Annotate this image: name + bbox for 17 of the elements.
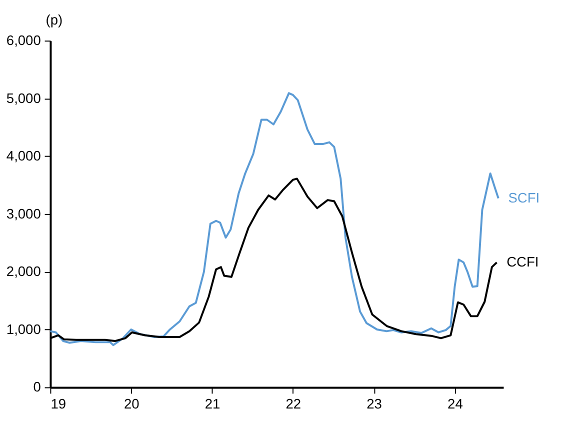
x-tick-label: 19 <box>50 396 66 412</box>
y-tick-label: 1,000 <box>6 322 42 337</box>
x-tick-label: 22 <box>286 396 302 412</box>
y-tick-label: 4,000 <box>6 148 42 164</box>
x-tick-label: 20 <box>124 396 140 412</box>
y-tick-label: 2,000 <box>6 264 42 280</box>
y-tick-label: 5,000 <box>6 90 42 106</box>
y-axis-title: (p) <box>46 12 63 28</box>
series-label: SCFI <box>508 190 540 206</box>
x-tick-label: 24 <box>448 396 464 412</box>
line-series <box>49 92 500 346</box>
x-tick-label: 21 <box>204 396 220 412</box>
y-tick-label: 3,000 <box>6 206 42 222</box>
series-label: CCFI <box>506 254 539 270</box>
x-tick-label: 23 <box>366 396 382 412</box>
y-tick-label: 6,000 <box>6 33 42 48</box>
y-tick-label: 0 <box>33 380 42 395</box>
